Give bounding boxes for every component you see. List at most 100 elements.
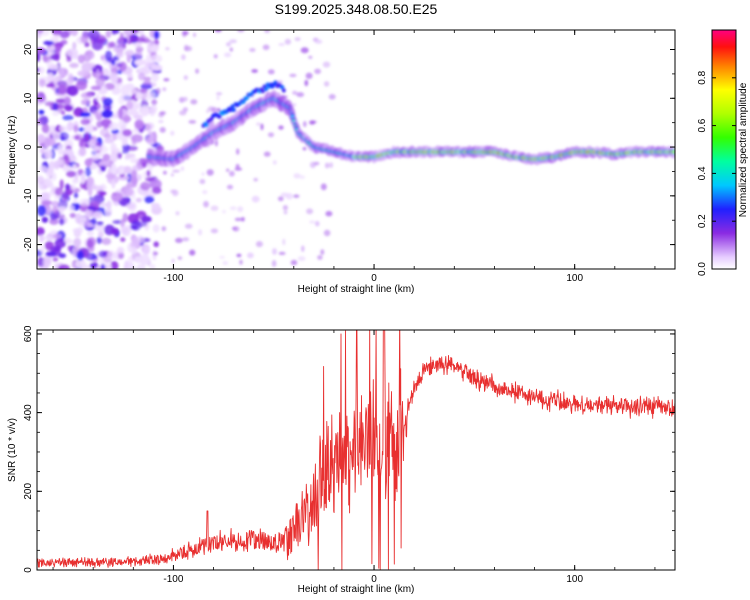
spectrogram-noise-cell <box>51 206 59 214</box>
spectrogram-noise-cell <box>37 175 45 185</box>
spectrogram-noise-cell <box>105 173 116 180</box>
spectrogram-noise-cell <box>100 263 106 269</box>
spectrogram-noise-cell <box>146 92 155 99</box>
spectrogram-noise-cell <box>151 186 162 194</box>
x-tick-label: 100 <box>566 273 583 284</box>
y-tick-label: 0 <box>23 567 34 573</box>
spectrogram-noise-cell <box>137 174 142 181</box>
spectrogram-noise-cell <box>41 123 50 134</box>
colorbar-tick-label: 0.8 <box>697 70 708 84</box>
spectrogram-noise-cell <box>58 206 66 211</box>
spectrogram-noise-cell <box>146 170 151 177</box>
spectrogram-noise-cell <box>72 228 82 233</box>
spectrogram-noise-cell <box>143 76 152 82</box>
spectrogram-signal-cell <box>280 85 285 90</box>
spectrogram-noise-cell <box>43 235 55 241</box>
spectrogram-y-label: Frequency (Hz) <box>7 116 18 185</box>
spectrogram-noise-cell <box>111 86 121 95</box>
spectrogram-noise-cell <box>118 167 125 175</box>
spectrogram-noise-cell <box>84 158 93 167</box>
spectrogram-noise-cell <box>80 172 86 184</box>
spectrogram-signal-cell <box>273 80 278 85</box>
spectrogram-noise-cell <box>193 32 196 38</box>
spectrogram-noise-cell <box>69 212 76 218</box>
spectrogram-noise-cell <box>98 250 107 258</box>
spectrogram-noise-cell <box>202 190 208 195</box>
spectrogram-noise-cell <box>189 249 196 256</box>
spectrogram-signal-cell <box>228 107 233 113</box>
spectrogram-noise-cell <box>302 147 307 151</box>
spectrogram-noise-cell <box>62 191 69 201</box>
spectrogram-noise-cell <box>262 44 270 51</box>
spectrogram-noise-cell <box>38 79 46 87</box>
spectrogram-noise-cell <box>100 118 112 128</box>
spectrogram-noise-cell <box>56 80 68 87</box>
spectrogram-noise-cell <box>94 224 106 232</box>
spectrogram-noise-cell <box>182 96 188 102</box>
spectrogram-noise-cell <box>119 32 124 42</box>
spectrogram-noise-cell <box>183 75 188 80</box>
spectrogram-noise-cell <box>162 87 167 92</box>
spectrogram-noise-cell <box>256 122 261 126</box>
spectrogram-noise-cell <box>57 155 64 166</box>
spectrogram-noise-cell <box>216 92 223 96</box>
spectrogram-noise-cell <box>56 103 66 110</box>
spectrogram-noise-cell <box>188 120 197 124</box>
spectrogram-noise-cell <box>150 202 161 209</box>
spectrogram-noise-cell <box>139 158 149 163</box>
spectrogram-noise-cell <box>105 30 112 38</box>
spectrogram-noise-cell <box>229 47 233 52</box>
spectrogram-signal-cell <box>232 107 236 113</box>
x-tick-label: -100 <box>163 574 183 585</box>
spectrogram-noise-cell <box>151 72 159 82</box>
spectrogram-noise-cell <box>77 70 89 77</box>
spectrogram-noise-cell <box>282 205 288 211</box>
spectrogram-noise-cell <box>229 39 238 44</box>
spectrogram-noise-cell <box>37 119 43 125</box>
spectrogram-noise-cell <box>229 206 237 211</box>
spectrogram-noise-cell <box>126 100 134 110</box>
spectrogram-noise-cell <box>136 102 141 110</box>
spectrogram-noise-cell <box>314 39 323 44</box>
spectrogram-noise-cell <box>79 112 91 118</box>
spectrogram-noise-cell <box>237 30 245 33</box>
spectrogram-noise-cell <box>131 245 137 255</box>
spectrogram-noise-cell <box>73 198 78 204</box>
spectrogram-noise-cell <box>39 234 45 243</box>
spectrogram-noise-cell <box>141 244 151 255</box>
spectrogram-noise-cell <box>153 251 158 256</box>
spectrogram-noise-cell <box>66 48 79 57</box>
spectrogram-noise-cell <box>58 67 65 77</box>
spectrogram-noise-cell <box>299 175 306 180</box>
spectrogram-noise-cell <box>264 30 270 33</box>
spectrogram-noise-cell <box>149 107 156 117</box>
spectrogram-noise-cell <box>126 203 136 209</box>
spectrogram-noise-cell <box>75 80 88 91</box>
spectrogram-noise-cell <box>101 237 112 245</box>
spectrogram-noise-cell <box>177 256 183 260</box>
spectrogram-noise-cell <box>222 210 226 214</box>
spectrogram-noise-cell <box>267 69 275 75</box>
spectrogram-noise-cell <box>100 164 106 172</box>
spectrogram-noise-cell <box>109 122 119 131</box>
spectrogram-noise-cell <box>107 250 115 261</box>
spectrogram-noise-cell <box>308 55 313 59</box>
y-tick-label: -20 <box>23 237 34 252</box>
spectrogram-noise-cell <box>323 229 331 237</box>
spectrogram-noise-cell <box>66 85 79 96</box>
snr-y-ticks: 0 200 400 600 <box>23 325 675 573</box>
spectrogram-noise-cell <box>54 41 62 53</box>
spectrogram-noise-cell <box>118 61 127 72</box>
spectrogram-noise-cell <box>117 175 130 181</box>
x-tick-label: 0 <box>371 273 377 284</box>
spectrogram-noise-cell <box>175 237 183 243</box>
spectrogram-noise-cell <box>293 173 301 179</box>
spectrogram-noise-cell <box>323 81 330 87</box>
spectrogram-noise-cell <box>122 143 130 151</box>
spectrogram-noise-cell <box>180 166 185 172</box>
spectrogram-noise-cell <box>70 54 80 59</box>
spectrogram-noise-cell <box>41 216 49 223</box>
spectrogram-noise-cell <box>182 30 189 36</box>
spectrogram-noise-cell <box>309 220 316 224</box>
spectrogram-noise-cell <box>142 80 152 86</box>
